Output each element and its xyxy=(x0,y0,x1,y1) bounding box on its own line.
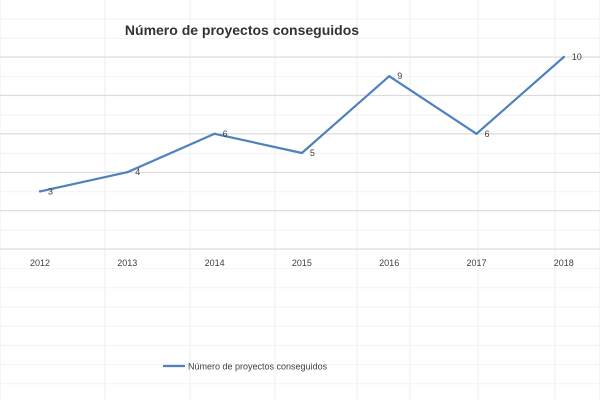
legend: Número de proyectos conseguidos xyxy=(163,362,328,372)
data-point xyxy=(388,75,391,78)
data-point xyxy=(38,190,42,193)
data-label: 5 xyxy=(310,148,315,158)
x-tick-label: 2015 xyxy=(292,258,312,268)
data-label: 6 xyxy=(485,129,490,139)
x-tick-label: 2017 xyxy=(466,258,486,268)
data-point xyxy=(300,151,304,155)
x-tick-label: 2018 xyxy=(554,258,574,268)
data-labels: 3 4 6 5 9 6 10 xyxy=(48,52,582,196)
chart-title: Número de proyectos conseguidos xyxy=(125,22,359,38)
chart-gridlines xyxy=(0,56,600,250)
series-layer xyxy=(38,55,565,193)
data-point xyxy=(213,132,216,135)
data-label: 9 xyxy=(397,71,402,81)
x-tick-label: 2013 xyxy=(117,258,137,268)
data-label: 3 xyxy=(48,186,53,196)
data-point xyxy=(126,171,129,174)
x-tick-label: 2014 xyxy=(205,258,225,268)
data-point xyxy=(562,55,565,59)
legend-label: Número de proyectos conseguidos xyxy=(188,362,328,372)
series-line xyxy=(39,56,565,193)
x-tick-label: 2016 xyxy=(379,258,399,268)
x-axis-tick-labels: 2012 2013 2014 2015 2016 2017 2018 xyxy=(30,258,574,268)
data-label: 6 xyxy=(223,129,228,139)
data-label: 4 xyxy=(135,167,140,177)
x-tick-label: 2012 xyxy=(30,258,50,268)
data-point xyxy=(475,132,478,135)
data-label: 10 xyxy=(572,52,582,62)
